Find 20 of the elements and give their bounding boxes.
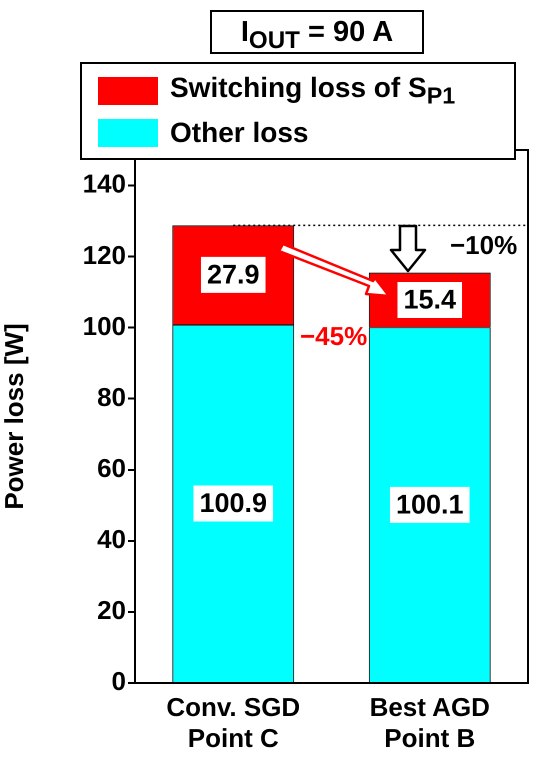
legend-label: Other loss — [170, 117, 308, 149]
y-tick-label: 100 — [82, 310, 126, 341]
x-tick-label: Best AGD Point B — [370, 692, 490, 753]
x-tick-label: Conv. SGD Point C — [166, 692, 300, 753]
data-label: 100.1 — [396, 489, 464, 520]
y-tick-label: 40 — [97, 524, 126, 554]
data-label: 27.9 — [206, 259, 260, 290]
y-tick-label: 80 — [97, 382, 126, 412]
data-label: 100.9 — [199, 488, 268, 518]
y-tick-label: 140 — [82, 168, 126, 199]
y-axis-title: Power loss [W] — [0, 323, 29, 510]
annotation: −45% — [300, 321, 368, 351]
y-tick-label: 60 — [97, 452, 126, 483]
data-label: 15.4 — [403, 284, 456, 314]
y-tick-label: 120 — [82, 240, 126, 270]
legend-label: Switching loss of S$_{P1}$ — [170, 72, 456, 110]
chart-title: I$_{OUT}$ = 90 A — [210, 10, 424, 54]
y-tick-label: 0 — [112, 666, 126, 696]
annotation: −10% — [450, 230, 518, 260]
y-tick-label: 20 — [97, 595, 126, 626]
